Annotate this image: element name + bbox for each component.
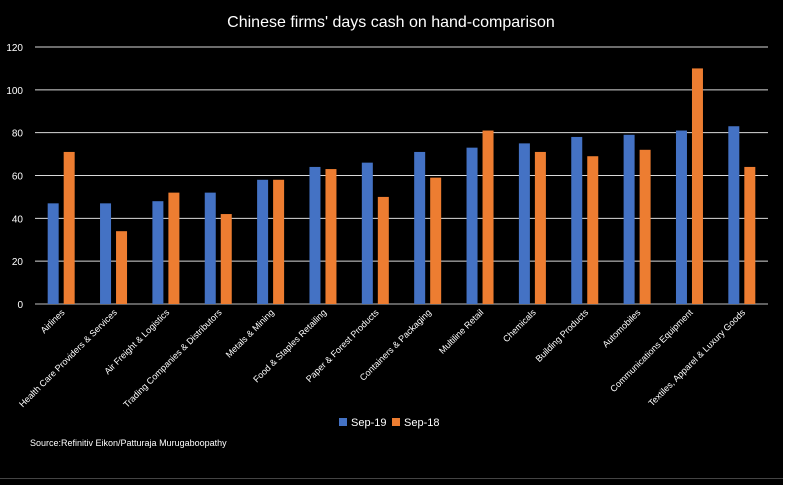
legend-swatch-sep-19	[339, 418, 347, 426]
legend-swatch-sep-18	[392, 418, 400, 426]
x-category-label-multiline-retail: Multiline Retail	[437, 307, 485, 355]
x-category-label-automobiles: Automobiles	[600, 307, 642, 349]
bar-sep-19-health-care-providers-services	[100, 203, 112, 304]
bar-sep-19-airlines	[47, 203, 59, 304]
bar-sep-19-multiline-retail	[466, 147, 478, 304]
bar-sep-19-building-products	[571, 136, 583, 304]
bar-sep-19-containers-packaging	[414, 151, 426, 304]
bar-sep-19-paper-forest-products	[361, 162, 373, 304]
bar-sep-19-communications-equipment	[675, 130, 687, 304]
bar-sep-18-metals-mining	[273, 179, 285, 304]
legend-label-sep-19: Sep-19	[351, 417, 386, 429]
y-tick-label: 20	[12, 257, 24, 268]
bar-sep-18-containers-packaging	[430, 177, 442, 304]
bar-sep-19-textiles-apparel-luxury-goods	[728, 126, 740, 304]
y-tick-label: 0	[17, 300, 23, 311]
bar-sep-18-health-care-providers-services	[116, 231, 128, 304]
bar-sep-18-airlines	[63, 151, 75, 304]
chart-title: Chinese firms' days cash on hand-compari…	[227, 14, 555, 31]
bar-sep-19-air-freight-logistics	[152, 201, 164, 304]
bars	[47, 68, 756, 305]
bottom-strip	[0, 478, 783, 485]
x-category-label-trading-companies-distributors: Trading Companies & Distributors	[121, 307, 224, 410]
bar-sep-18-trading-companies-distributors	[220, 214, 232, 304]
bar-sep-18-building-products	[587, 156, 599, 304]
source-note: Source:Refinitiv Eikon/Patturaja Murugab…	[30, 438, 227, 448]
bar-sep-19-food-staples-retailing	[309, 166, 321, 304]
x-category-label-textiles-apparel-luxury-goods: Textiles, Apparel & Luxury Goods	[646, 307, 747, 408]
x-category-label-airlines: Airlines	[39, 307, 67, 335]
bar-sep-19-trading-companies-distributors	[204, 192, 216, 304]
y-tick-label: 80	[12, 129, 24, 140]
legend: Sep-19 Sep-18	[339, 417, 439, 429]
bar-sep-19-chemicals	[518, 143, 530, 304]
legend-label-sep-18: Sep-18	[404, 417, 439, 429]
bar-sep-18-paper-forest-products	[377, 196, 389, 304]
chart-frame: Chinese firms' days cash on hand-compari…	[0, 0, 783, 480]
x-category-label-chemicals: Chemicals	[501, 307, 538, 344]
bar-sep-18-communications-equipment	[691, 68, 703, 305]
bar-sep-18-automobiles	[639, 149, 651, 304]
bar-sep-18-air-freight-logistics	[168, 192, 180, 304]
x-category-label-metals-mining: Metals & Mining	[224, 307, 276, 359]
x-category-label-communications-equipment: Communications Equipment	[608, 307, 695, 394]
x-category-label-building-products: Building Products	[534, 307, 591, 364]
y-axis-ticks: 0 20 40 60 80 100 120	[6, 43, 23, 311]
y-tick-label: 40	[12, 214, 24, 225]
y-tick-label: 100	[6, 86, 23, 97]
bar-chart: Chinese firms' days cash on hand-compari…	[6, 14, 768, 448]
gridlines	[35, 46, 768, 305]
bar-sep-18-textiles-apparel-luxury-goods	[744, 166, 756, 304]
bar-sep-18-multiline-retail	[482, 130, 494, 304]
bar-sep-18-food-staples-retailing	[325, 169, 337, 304]
bar-sep-18-chemicals	[534, 151, 546, 304]
x-category-label-health-care-providers-services: Health Care Providers & Services	[17, 307, 119, 409]
y-tick-label: 60	[12, 172, 24, 183]
bar-sep-19-metals-mining	[257, 179, 269, 304]
y-tick-label: 120	[6, 43, 23, 54]
bar-sep-19-automobiles	[623, 134, 635, 304]
